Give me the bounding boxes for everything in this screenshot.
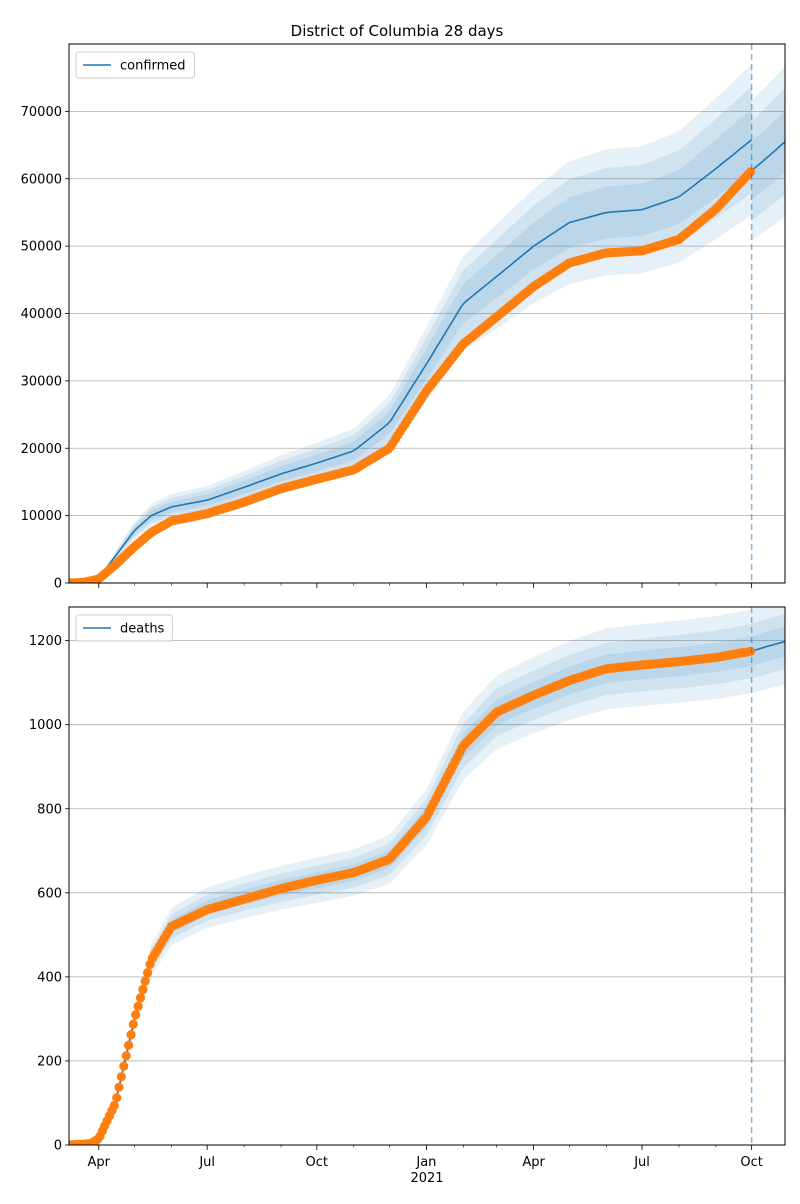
uncertainty-band: [69, 636, 752, 1145]
observed-point: [135, 993, 146, 1003]
observed-point: [121, 1051, 131, 1061]
uncertainty-bands: [69, 607, 785, 1145]
x-tick-label: Oct: [740, 1155, 762, 1170]
y-tick-label: 800: [37, 802, 62, 817]
confirmed-observed-points: [69, 167, 756, 583]
observed-point: [143, 968, 153, 978]
axes-frame: [68, 606, 786, 1146]
uncertainty-bands: [69, 64, 785, 583]
observed-point: [124, 1040, 134, 1050]
uncertainty-band: [751, 607, 785, 694]
y-tick-label: 200: [37, 1054, 62, 1069]
deaths-panel: 0 200 400 600 800 1000 1200 Apr Jul Oct Jan Apr Jul O…: [29, 606, 786, 1170]
y-tick-label: 40000: [21, 307, 62, 322]
confirmed-legend: confirmed: [75, 51, 196, 79]
confirmed-forecast-line: [751, 141, 785, 172]
deaths-model-line: [69, 650, 752, 1145]
y-tick-label: 30000: [21, 374, 62, 389]
x-tick-label: Oct: [306, 1155, 328, 1170]
y-tick-label: 0: [54, 1139, 62, 1154]
observed-point: [114, 1082, 124, 1092]
confirmed-panel: 0 10000 20000 30000 40000 50000 60000 70000 conf…: [21, 43, 786, 592]
y-tick-label: 20000: [21, 442, 62, 457]
x-tick-label: Jul: [198, 1155, 215, 1170]
observed-point: [119, 1061, 129, 1071]
x-tick-label: Apr: [522, 1155, 545, 1170]
uncertainty-band: [69, 86, 752, 583]
y-tick-label: 1200: [29, 634, 62, 649]
observed-point: [138, 984, 148, 995]
observed-point: [128, 1019, 138, 1029]
legend-label: confirmed: [120, 59, 186, 74]
y-tick-label: 70000: [21, 105, 62, 120]
observed-point: [745, 167, 756, 177]
uncertainty-band: [751, 66, 785, 241]
deaths-legend: deaths: [75, 614, 173, 642]
y-tick-label: 0: [54, 577, 62, 592]
uncertainty-band: [751, 88, 785, 221]
x-tick-label: Jul: [633, 1155, 650, 1170]
uncertainty-band: [69, 624, 752, 1145]
deaths-forecast-line: [751, 640, 785, 652]
uncertainty-band: [69, 64, 752, 583]
legend-label: deaths: [120, 622, 165, 637]
chart-title: District of Columbia 28 days: [291, 22, 504, 40]
x-axis-year-label: 2021: [410, 1171, 443, 1186]
uncertainty-band: [751, 110, 785, 200]
observed-point: [131, 1010, 141, 1020]
observed-point: [116, 1072, 126, 1082]
y-tick-label: 50000: [21, 240, 62, 255]
x-tick-label: Jan: [415, 1155, 436, 1170]
observed-point: [109, 1100, 119, 1111]
x-tick-label: Apr: [88, 1155, 111, 1170]
deaths-observed-points: [69, 646, 756, 1145]
legend-box: [75, 614, 173, 642]
y-tick-label: 10000: [21, 509, 62, 524]
uncertainty-band: [69, 108, 752, 583]
y-tick-label: 400: [37, 970, 62, 985]
observed-point: [133, 1001, 143, 1011]
y-tick-label: 1000: [29, 718, 62, 733]
y-tick-label: 600: [37, 886, 62, 901]
observed-point: [745, 646, 756, 656]
observed-point: [112, 1093, 122, 1103]
confirmed-model-line: [69, 139, 753, 583]
observed-point: [140, 976, 150, 986]
observed-point: [126, 1030, 136, 1040]
legend-box: [75, 51, 196, 79]
y-tick-label: 60000: [21, 172, 62, 187]
